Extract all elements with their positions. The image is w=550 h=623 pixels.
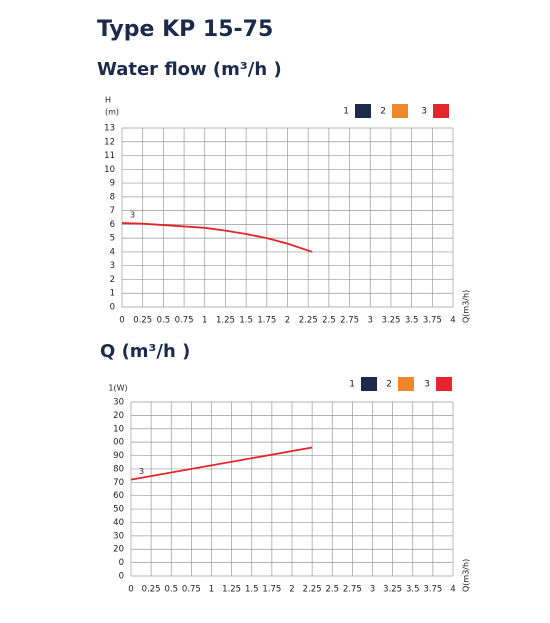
chart-title: Q (m³/h ) <box>100 341 190 362</box>
page-title: Type KP 15-75 <box>97 17 273 42</box>
y-axis-unit: (m) <box>105 108 119 117</box>
y-tick-label: 0 <box>119 558 124 568</box>
x-tick-label: 1.25 <box>222 585 241 595</box>
x-axis-label: Q(m3/h) <box>462 290 471 323</box>
legend-swatch <box>436 377 452 391</box>
y-tick-label: 60 <box>113 491 124 501</box>
x-tick-label: 0.5 <box>164 585 178 595</box>
chart-title: Water flow (m³/h ) <box>97 59 282 80</box>
x-tick-label: 2 <box>289 585 294 595</box>
x-tick-label: 2.75 <box>343 585 362 595</box>
x-tick-label: 4 <box>450 316 455 326</box>
y-tick-label: 5 <box>110 234 115 244</box>
legend-label: 3 <box>421 107 427 117</box>
legend-swatch <box>433 104 449 118</box>
x-tick-label: 1.5 <box>245 585 259 595</box>
y-tick-label: 6 <box>110 220 115 230</box>
x-tick-label: 1 <box>202 316 207 326</box>
y-tick-label: 40 <box>113 518 124 528</box>
series-label: 3 <box>130 211 135 220</box>
x-tick-label: 0 <box>119 316 124 326</box>
x-tick-label: 0.25 <box>142 585 161 595</box>
x-tick-label: 1 <box>209 585 214 595</box>
x-tick-label: 0.75 <box>175 316 194 326</box>
legend-label: 3 <box>424 380 430 390</box>
y-tick-label: 12 <box>104 137 115 147</box>
y-tick-label: 10 <box>104 165 115 175</box>
x-tick-label: 3.25 <box>383 585 402 595</box>
x-tick-label: 0.75 <box>182 585 201 595</box>
y-tick-label: 30 <box>113 531 124 541</box>
x-tick-label: 2.5 <box>325 585 339 595</box>
y-tick-label: 30 <box>113 398 124 408</box>
x-tick-label: 4 <box>450 585 455 595</box>
y-tick-label: 90 <box>113 451 124 461</box>
x-tick-label: 1.5 <box>239 316 253 326</box>
x-tick-label: 3.75 <box>423 316 442 326</box>
y-tick-label: 00 <box>113 438 124 448</box>
x-tick-label: 1.75 <box>262 585 281 595</box>
legend-label: 2 <box>380 107 386 117</box>
y-axis-label: H <box>105 96 111 105</box>
x-tick-label: 3 <box>370 585 375 595</box>
y-tick-label: 8 <box>110 192 115 202</box>
x-tick-label: 2.75 <box>340 316 359 326</box>
x-tick-label: 1.25 <box>216 316 235 326</box>
legend-swatch <box>361 377 377 391</box>
x-tick-label: 0.25 <box>133 316 152 326</box>
y-tick-label: 0 <box>110 303 115 313</box>
y-tick-label: 3 <box>110 261 115 271</box>
y-axis-label: 1(W) <box>108 384 127 393</box>
y-tick-label: 7 <box>110 206 115 216</box>
series-label: 3 <box>139 467 144 476</box>
x-tick-label: 3.25 <box>381 316 400 326</box>
legend-label: 2 <box>386 380 392 390</box>
y-tick-label: 80 <box>113 464 124 474</box>
legend-swatch <box>392 104 408 118</box>
x-tick-label: 2.25 <box>299 316 318 326</box>
y-tick-label: 70 <box>113 478 124 488</box>
x-tick-label: 3.5 <box>406 585 420 595</box>
x-tick-label: 2 <box>285 316 290 326</box>
y-tick-label: 50 <box>113 505 124 515</box>
legend-swatch <box>398 377 414 391</box>
x-axis-label: Q(m3/h) <box>462 559 471 592</box>
x-tick-label: 0 <box>128 585 133 595</box>
x-tick-label: 3 <box>368 316 373 326</box>
series-line <box>121 222 313 253</box>
x-tick-label: 3.75 <box>423 585 442 595</box>
y-tick-label: 10 <box>113 424 124 434</box>
y-tick-label: 0 <box>119 572 124 582</box>
x-tick-label: 2.25 <box>303 585 322 595</box>
y-tick-label: 4 <box>110 247 115 257</box>
y-tick-label: 2 <box>110 275 115 285</box>
y-tick-label: 20 <box>113 545 124 555</box>
y-tick-label: 20 <box>113 411 124 421</box>
y-tick-label: 13 <box>104 124 115 134</box>
x-tick-label: 1.75 <box>257 316 276 326</box>
x-tick-label: 0.5 <box>157 316 171 326</box>
legend-swatch <box>355 104 371 118</box>
y-tick-label: 11 <box>104 151 115 161</box>
y-tick-label: 1 <box>110 289 115 299</box>
y-tick-label: 9 <box>110 179 115 189</box>
legend-label: 1 <box>343 107 349 117</box>
x-tick-label: 3.5 <box>405 316 419 326</box>
x-tick-label: 2.5 <box>322 316 336 326</box>
legend-label: 1 <box>349 380 355 390</box>
series-line <box>130 446 313 481</box>
